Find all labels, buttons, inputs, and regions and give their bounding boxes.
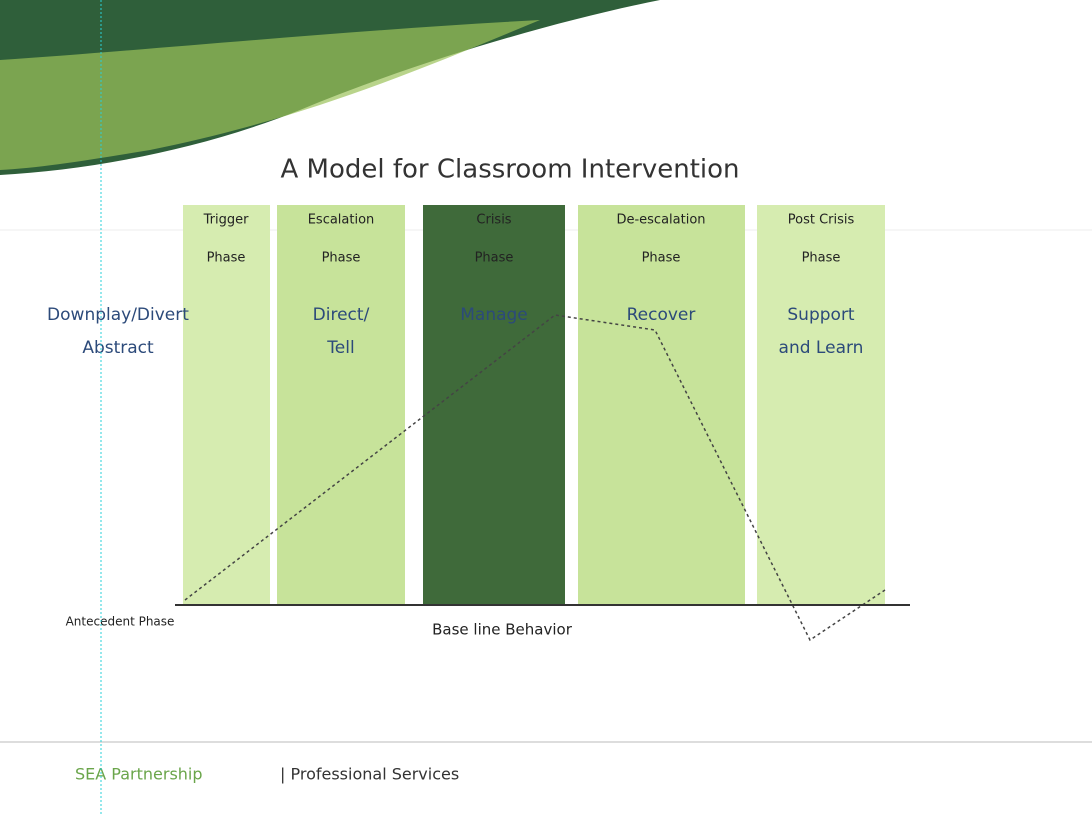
side-label: Antecedent Phase [66,615,175,629]
left-action: Downplay/Divert [47,305,189,325]
phase-word: Phase [207,251,246,266]
slide: A Model for Classroom Intervention Trigg… [0,0,1092,816]
phase-name: De-escalation [616,213,705,228]
action-label: Support [787,305,855,325]
title: A Model for Classroom Intervention [280,155,739,185]
phase-word: Phase [802,251,841,266]
phase-name: Trigger [203,213,249,228]
phase-name: Escalation [308,213,375,228]
baseline-label: Base line Behavior [432,621,573,639]
action-label: Manage [460,305,528,325]
phase-name: Post Crisis [788,213,855,228]
action-label: Tell [326,338,354,358]
footer-right: | Professional Services [280,765,459,784]
phase-word: Phase [322,251,361,266]
phase-word: Phase [642,251,681,266]
action-label: Recover [627,305,696,325]
phase-word: Phase [475,251,514,266]
action-label: and Learn [779,338,864,358]
left-action: Abstract [82,338,154,358]
footer-left: SEA Partnership [75,765,203,784]
phase-name: Crisis [476,213,511,228]
action-label: Direct/ [313,305,370,325]
